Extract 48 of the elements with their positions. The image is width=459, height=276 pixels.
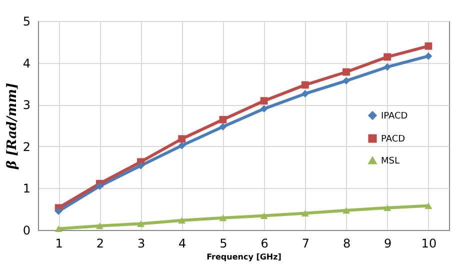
point: [54, 226, 62, 232]
x-axis-title: Frequency [GHz]: [206, 252, 282, 262]
point: [137, 162, 144, 170]
y-tick-label: 2: [22, 140, 30, 154]
point: [301, 90, 309, 98]
x-tick-label: 9: [384, 236, 392, 250]
point: [219, 116, 227, 124]
y-axis-title: β [Rad/mm]: [4, 82, 20, 170]
x-tick-label: 3: [137, 236, 146, 250]
legend-label: IPACD: [381, 112, 408, 122]
legend-label: MSL: [381, 156, 400, 166]
point: [178, 135, 186, 143]
point: [219, 123, 227, 130]
y-tick-label: 5: [22, 14, 30, 28]
point: [301, 210, 309, 216]
y-tick-label: 1: [22, 182, 30, 196]
point: [260, 105, 268, 112]
x-tick-label: 4: [178, 236, 186, 250]
point: [96, 222, 104, 230]
y-tick-label: 3: [22, 98, 30, 112]
point: [301, 81, 309, 89]
point: [384, 204, 392, 212]
point: [178, 217, 186, 224]
point: [96, 182, 104, 190]
point: [424, 202, 432, 209]
point: [424, 42, 432, 50]
point: [54, 207, 62, 215]
point: [342, 68, 350, 76]
point: [178, 142, 186, 150]
point: [342, 207, 350, 214]
point: [137, 220, 144, 227]
point: [260, 212, 268, 219]
x-tick-label: 2: [96, 236, 104, 250]
x-tick-label: 1: [55, 236, 63, 250]
point: [384, 63, 392, 71]
point: [424, 52, 432, 60]
point: [219, 214, 227, 222]
y-tick-label: 4: [22, 56, 30, 70]
y-tick-label: 0: [22, 224, 30, 238]
point: [384, 53, 392, 61]
x-tick-label: 5: [220, 236, 228, 250]
x-tick-label: 6: [260, 236, 268, 250]
point: [342, 77, 350, 84]
legend-label: PACD: [381, 134, 406, 144]
x-tick-label: 10: [421, 236, 437, 250]
x-tick-label: 8: [342, 236, 351, 250]
x-tick-label: 7: [302, 236, 310, 250]
point: [260, 97, 268, 105]
